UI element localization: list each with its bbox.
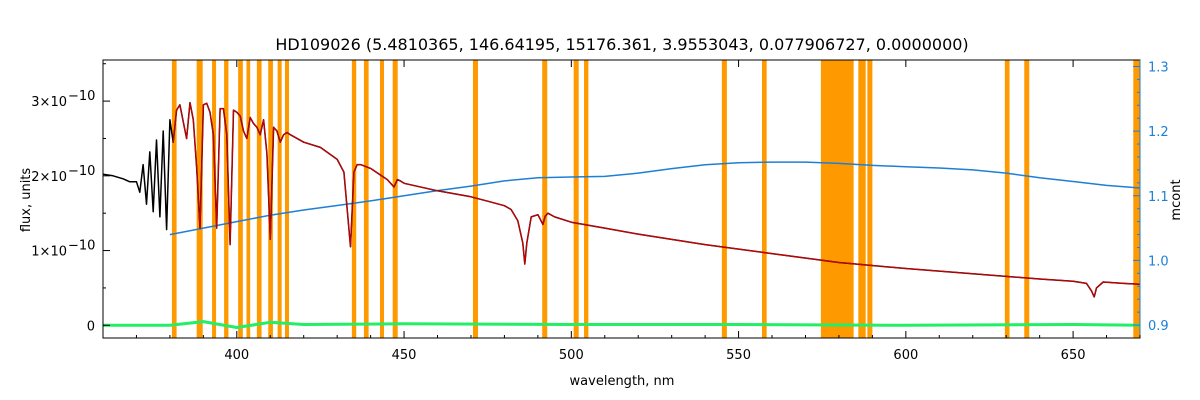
masked-region (867, 60, 873, 338)
y-tick-label: 2×10 (31, 170, 67, 185)
y-tick-exponent: −10 (68, 89, 95, 104)
x-tick-label: 650 (1061, 348, 1086, 363)
masked-region (761, 60, 767, 338)
y-tick-exponent: −10 (68, 239, 95, 254)
x-tick-label: 600 (893, 348, 918, 363)
x-axis: 400 450 500 550 600 650 (135, 60, 1141, 363)
y-tick-label: 0 (87, 319, 95, 334)
masked-region (1024, 60, 1030, 338)
masked-region (721, 60, 727, 338)
masked-region (542, 60, 548, 338)
y-axis: 01×10 −102×10 −103×10 −10 (31, 63, 110, 334)
masked-region (256, 60, 262, 338)
y2-axis-title: mcont (1169, 179, 1184, 220)
masked-region (363, 60, 369, 338)
masked-region (584, 60, 589, 338)
masked-region (238, 60, 243, 338)
y2-tick-label: 1.2 (1148, 125, 1169, 140)
series-layer (102, 101, 1141, 329)
masked-region (392, 60, 398, 338)
series-line-residuals (103, 320, 1141, 329)
y-tick-label: 3×10 (31, 95, 67, 110)
y2-tick-label: 0.9 (1148, 319, 1169, 334)
masked-region (1004, 60, 1010, 338)
chart-title: HD109026 (5.4810365, 146.64195, 15176.36… (275, 35, 968, 54)
y-tick-label: 1×10 (31, 245, 67, 260)
masked-region (351, 60, 357, 338)
masked-region (246, 60, 251, 338)
x-tick-label: 500 (559, 348, 584, 363)
series-line-mcont (169, 161, 1141, 236)
x-tick-label: 400 (224, 348, 249, 363)
series-line-model-fit (172, 101, 1141, 298)
x-tick-label: 450 (392, 348, 417, 363)
y-tick-exponent: −10 (68, 164, 95, 179)
masked-region (858, 60, 866, 338)
y2-tick-label: 1.3 (1148, 60, 1169, 75)
masked-region (171, 60, 177, 338)
masked-region (277, 60, 282, 338)
y2-tick-label: 1.0 (1148, 254, 1169, 269)
masked-region (472, 60, 478, 338)
masked-region (573, 60, 579, 338)
masked-region (820, 60, 854, 338)
masked-region (284, 60, 289, 338)
y2-axis: 0.9 1.0 1.1 1.2 1.3 (1133, 60, 1169, 334)
masked-regions (171, 60, 1140, 338)
masked-region (268, 60, 273, 338)
x-tick-label: 550 (726, 348, 751, 363)
masked-region (1133, 60, 1140, 338)
masked-region (196, 60, 203, 338)
masked-region (212, 60, 217, 338)
x-axis-title: wavelength, nm (570, 374, 675, 389)
y-axis-title: flux, units (19, 168, 34, 233)
y2-tick-label: 1.1 (1148, 190, 1169, 205)
masked-region (224, 60, 229, 338)
